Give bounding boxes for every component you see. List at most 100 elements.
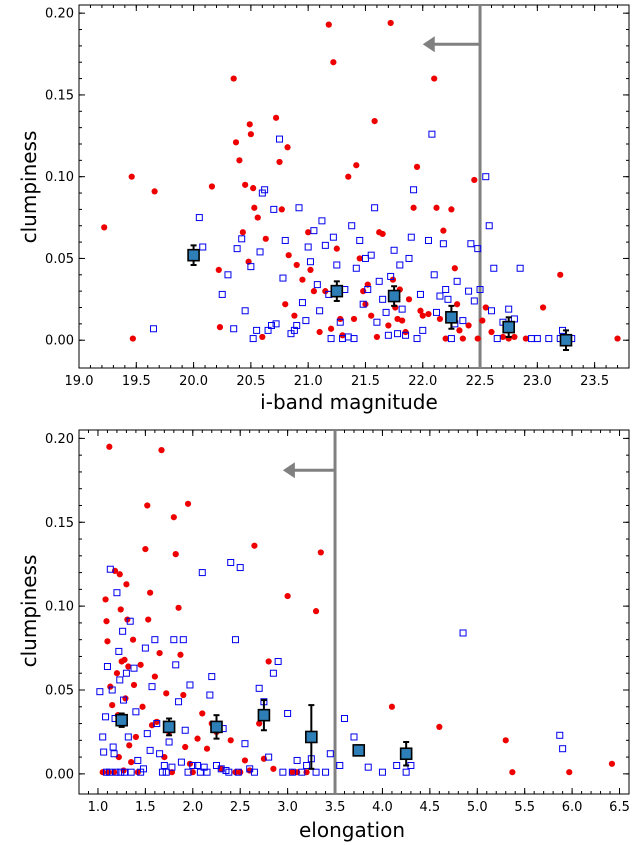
blue-point bbox=[281, 236, 289, 244]
blue-point bbox=[230, 325, 238, 333]
x-tick-label: 5.0 bbox=[467, 800, 488, 815]
blue-point bbox=[153, 720, 161, 728]
blue-point bbox=[224, 271, 232, 279]
red-point bbox=[216, 324, 224, 331]
red-point bbox=[246, 121, 253, 128]
blue-point bbox=[293, 756, 301, 764]
blue-point bbox=[505, 305, 513, 313]
blue-point bbox=[476, 286, 484, 294]
blue-point bbox=[416, 290, 424, 298]
top-ylabel: clumpiness bbox=[17, 131, 41, 244]
red-point bbox=[431, 75, 438, 82]
blue-point bbox=[293, 321, 301, 329]
x-tick-label: 4.5 bbox=[420, 800, 441, 815]
red-point bbox=[410, 204, 417, 211]
blue-point bbox=[493, 335, 501, 343]
blue-point bbox=[350, 733, 358, 741]
red-point bbox=[104, 638, 111, 645]
red-point bbox=[130, 681, 138, 689]
red-point bbox=[199, 710, 206, 717]
x-tick-label: 22.0 bbox=[408, 374, 437, 389]
y-tick-label: 0.15 bbox=[45, 516, 74, 531]
blue-point bbox=[156, 750, 164, 758]
red-point bbox=[101, 224, 108, 231]
blue-point bbox=[333, 261, 341, 269]
blue-point bbox=[474, 245, 482, 253]
red-point bbox=[373, 333, 381, 341]
red-point bbox=[232, 139, 240, 146]
blue-point bbox=[326, 750, 334, 758]
red-point bbox=[276, 158, 283, 166]
blue-point bbox=[195, 214, 203, 222]
blue-point bbox=[261, 186, 269, 194]
blue-point bbox=[465, 287, 473, 295]
red-point bbox=[208, 183, 216, 190]
blue-point bbox=[100, 748, 108, 756]
blue-point bbox=[344, 333, 352, 341]
blue-point bbox=[227, 559, 235, 567]
red-point bbox=[215, 266, 222, 273]
blue-point bbox=[122, 669, 130, 677]
red-point bbox=[122, 695, 129, 702]
blue-point bbox=[336, 761, 344, 769]
red-point bbox=[499, 333, 507, 341]
red-point bbox=[259, 333, 266, 341]
blue-point bbox=[419, 326, 427, 334]
blue-point bbox=[396, 261, 404, 269]
median-point bbox=[210, 720, 223, 734]
red-point bbox=[293, 261, 300, 269]
blue-point bbox=[382, 308, 390, 316]
red-point bbox=[102, 596, 109, 603]
blue-point bbox=[321, 241, 329, 249]
blue-point bbox=[249, 335, 257, 343]
blue-point bbox=[112, 768, 120, 776]
red-point bbox=[103, 618, 110, 625]
blue-point bbox=[402, 331, 410, 339]
x-tick-label: 23.0 bbox=[523, 374, 552, 389]
red-point bbox=[251, 204, 258, 211]
blue-point bbox=[141, 644, 149, 652]
cut-arrow-head bbox=[422, 36, 435, 53]
red-point bbox=[126, 742, 133, 749]
blue-point bbox=[149, 325, 157, 333]
blue-point bbox=[322, 768, 330, 776]
blue-point bbox=[151, 636, 159, 644]
blue-point bbox=[115, 647, 123, 655]
blue-point bbox=[198, 569, 206, 577]
x-tick-label: 2.5 bbox=[230, 800, 251, 815]
red-point bbox=[448, 206, 455, 213]
blue-point bbox=[276, 135, 284, 143]
blue-point bbox=[253, 326, 261, 334]
y-tick-label: 0.20 bbox=[45, 7, 74, 22]
red-point bbox=[502, 737, 509, 744]
red-point bbox=[379, 230, 386, 238]
blue-point bbox=[390, 246, 398, 254]
x-tick-label: 21.5 bbox=[351, 374, 380, 389]
red-point bbox=[163, 690, 170, 697]
y-tick-label: 0.05 bbox=[45, 252, 74, 267]
red-point bbox=[129, 636, 137, 643]
blue-point bbox=[120, 696, 128, 704]
blue-point bbox=[218, 290, 226, 298]
blue-point bbox=[378, 768, 386, 776]
red-point bbox=[488, 328, 495, 336]
blue-point bbox=[375, 277, 383, 285]
blue-point bbox=[356, 236, 364, 244]
red-point bbox=[116, 571, 123, 578]
red-point bbox=[387, 19, 394, 27]
red-point bbox=[522, 335, 529, 342]
x-tick-label: 1.5 bbox=[135, 800, 156, 815]
blue-point bbox=[545, 335, 553, 343]
blue-point bbox=[410, 186, 418, 194]
blue-point bbox=[405, 254, 413, 262]
blue-point bbox=[444, 295, 452, 303]
red-point bbox=[312, 608, 320, 615]
blue-point bbox=[394, 330, 402, 338]
red-point bbox=[137, 661, 144, 668]
blue-point bbox=[255, 684, 263, 692]
red-point bbox=[325, 21, 332, 28]
blue-point bbox=[373, 318, 381, 326]
blue-point bbox=[290, 326, 298, 334]
blue-point bbox=[247, 263, 255, 271]
red-point bbox=[327, 325, 335, 332]
